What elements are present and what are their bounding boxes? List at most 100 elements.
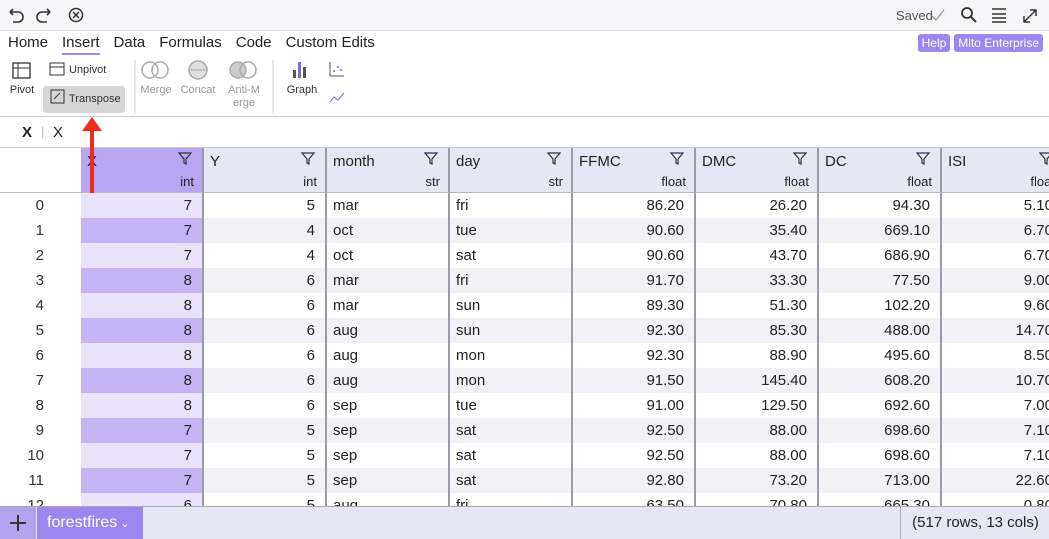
table-cell[interactable]: 88.90 (696, 343, 819, 368)
table-cell[interactable]: 7 (81, 243, 204, 268)
table-cell[interactable]: 6 (204, 268, 327, 293)
table-cell[interactable]: 92.80 (573, 468, 696, 493)
table-cell[interactable]: 6 (204, 318, 327, 343)
table-cell[interactable]: aug (327, 343, 450, 368)
table-cell[interactable]: 8 (81, 343, 204, 368)
table-cell[interactable]: 6 (204, 343, 327, 368)
ribbon-button[interactable]: Merge (140, 84, 172, 96)
table-cell[interactable]: 7.10 (942, 443, 1049, 468)
table-cell[interactable]: sun (450, 318, 573, 343)
menu-tab[interactable]: Data (113, 34, 146, 51)
table-cell[interactable]: mar (327, 293, 450, 318)
table-cell[interactable]: 7 (81, 468, 204, 493)
menu-button[interactable]: Mito Enterprise (954, 34, 1043, 52)
table-cell[interactable]: sep (327, 468, 450, 493)
table-cell[interactable]: aug (327, 318, 450, 343)
ribbon-button[interactable]: Concat (180, 84, 216, 96)
sheet-tab[interactable]: forestfires ⌄ (37, 507, 143, 539)
ribbon-button[interactable]: Transpose (69, 93, 121, 105)
table-cell[interactable]: 6 (204, 393, 327, 418)
table-cell[interactable]: 90.60 (573, 218, 696, 243)
table-cell[interactable]: sat (450, 418, 573, 443)
filter-icon[interactable] (669, 152, 685, 170)
ribbon-button[interactable]: Pivot (9, 84, 35, 96)
table-cell[interactable]: 7 (81, 193, 204, 218)
table-cell[interactable]: 692.60 (819, 393, 942, 418)
table-cell[interactable]: 686.90 (819, 243, 942, 268)
table-cell[interactable]: 9.00 (942, 268, 1049, 293)
table-cell[interactable]: 33.30 (696, 268, 819, 293)
table-cell[interactable]: 8 (81, 268, 204, 293)
table-cell[interactable]: 92.50 (573, 443, 696, 468)
table-cell[interactable]: tue (450, 218, 573, 243)
table-cell[interactable]: 4 (204, 218, 327, 243)
table-cell[interactable]: 9.60 (942, 293, 1049, 318)
formula-value[interactable]: X (53, 124, 64, 141)
table-cell[interactable]: 86.20 (573, 193, 696, 218)
table-cell[interactable]: 5 (204, 443, 327, 468)
ribbon-button[interactable]: Anti-Merge (228, 84, 260, 109)
table-cell[interactable]: 102.20 (819, 293, 942, 318)
table-cell[interactable]: 488.00 (819, 318, 942, 343)
table-cell[interactable]: 85.30 (696, 318, 819, 343)
menu-tab[interactable]: Formulas (159, 34, 222, 51)
table-cell[interactable]: 7 (81, 418, 204, 443)
table-cell[interactable]: 669.10 (819, 218, 942, 243)
table-cell[interactable]: 495.60 (819, 343, 942, 368)
table-cell[interactable]: 7 (81, 218, 204, 243)
table-cell[interactable]: 6 (204, 368, 327, 393)
table-cell[interactable]: aug (327, 493, 450, 506)
table-cell[interactable]: 90.60 (573, 243, 696, 268)
table-cell[interactable]: 43.70 (696, 243, 819, 268)
menu-tab[interactable]: Code (235, 34, 272, 51)
table-cell[interactable]: 22.60 (942, 468, 1049, 493)
table-cell[interactable]: 665.30 (819, 493, 942, 506)
add-sheet-button[interactable] (0, 507, 36, 539)
table-cell[interactable]: 88.00 (696, 443, 819, 468)
table-cell[interactable]: 7.10 (942, 418, 1049, 443)
table-cell[interactable]: 8 (81, 293, 204, 318)
table-cell[interactable]: 14.70 (942, 318, 1049, 343)
table-cell[interactable]: 73.20 (696, 468, 819, 493)
table-cell[interactable]: sep (327, 418, 450, 443)
table-cell[interactable]: sep (327, 443, 450, 468)
filter-icon[interactable] (300, 152, 316, 170)
table-cell[interactable]: 7.00 (942, 393, 1049, 418)
menu-button[interactable]: Help (917, 34, 951, 52)
table-cell[interactable]: 8.50 (942, 343, 1049, 368)
undo-redo-icons[interactable] (6, 6, 86, 24)
column-header[interactable]: DMC float (696, 148, 819, 193)
table-cell[interactable]: sep (327, 393, 450, 418)
table-cell[interactable]: 35.40 (696, 218, 819, 243)
table-cell[interactable]: oct (327, 243, 450, 268)
table-cell[interactable]: 8 (81, 393, 204, 418)
toolbar-icons[interactable] (930, 6, 1045, 24)
table-cell[interactable]: sat (450, 468, 573, 493)
table-cell[interactable]: 145.40 (696, 368, 819, 393)
table-cell[interactable]: mon (450, 343, 573, 368)
table-cell[interactable]: 129.50 (696, 393, 819, 418)
filter-icon[interactable] (1038, 152, 1049, 170)
column-header[interactable]: ISI float (942, 148, 1049, 193)
table-cell[interactable]: 6 (204, 293, 327, 318)
table-cell[interactable]: 5 (204, 193, 327, 218)
column-header[interactable]: DC float (819, 148, 942, 193)
table-cell[interactable]: sat (450, 443, 573, 468)
table-cell[interactable]: 4 (204, 243, 327, 268)
table-cell[interactable]: 63.50 (573, 493, 696, 506)
table-cell[interactable]: 0.80 (942, 493, 1049, 506)
table-cell[interactable]: aug (327, 368, 450, 393)
table-cell[interactable]: fri (450, 268, 573, 293)
table-cell[interactable]: 91.50 (573, 368, 696, 393)
column-header[interactable]: FFMC float (573, 148, 696, 193)
table-cell[interactable]: oct (327, 218, 450, 243)
table-cell[interactable]: 6.70 (942, 243, 1049, 268)
column-header[interactable]: day str (450, 148, 573, 193)
table-cell[interactable]: 698.60 (819, 443, 942, 468)
table-cell[interactable]: mon (450, 368, 573, 393)
table-cell[interactable]: 51.30 (696, 293, 819, 318)
table-cell[interactable]: 89.30 (573, 293, 696, 318)
table-cell[interactable]: 91.70 (573, 268, 696, 293)
table-cell[interactable]: 8 (81, 368, 204, 393)
